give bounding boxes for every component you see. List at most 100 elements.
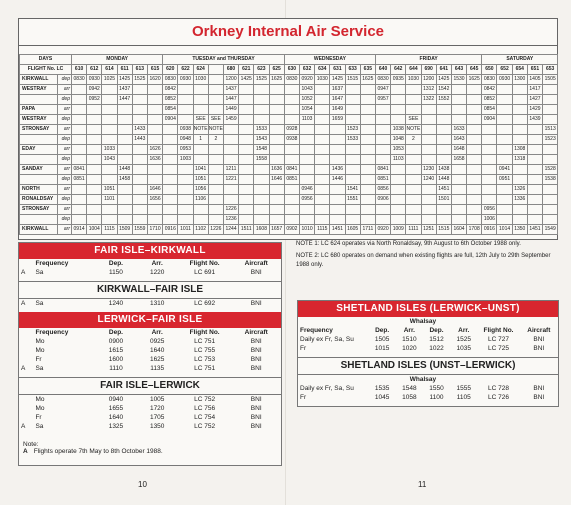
time xyxy=(86,164,103,175)
timetable-row: PAPA arr 0854 1449 1054 1649 0854 1429 xyxy=(19,104,559,115)
time: 0852 xyxy=(481,94,498,105)
cell: BNI xyxy=(250,347,262,354)
time xyxy=(359,184,376,195)
time xyxy=(207,214,224,225)
cell: 1600 xyxy=(108,356,124,363)
page-title: Orkney Internal Air Service xyxy=(19,19,557,46)
time: 1625 xyxy=(466,74,483,85)
time xyxy=(420,104,437,115)
time xyxy=(192,154,209,165)
time xyxy=(146,164,164,175)
time: 1552 xyxy=(435,94,452,105)
time: 1513 xyxy=(542,124,559,135)
time xyxy=(329,124,346,135)
time xyxy=(146,104,164,115)
timetable-row: KIRKWALL dep 0830 0930 1025 1425 1525 1620 0830 0… xyxy=(19,74,559,85)
time: 1625 xyxy=(359,74,376,85)
time xyxy=(542,104,559,115)
time: 1533 xyxy=(344,134,361,145)
time: 1115 xyxy=(314,224,331,235)
time xyxy=(131,94,148,105)
time: 1429 xyxy=(526,104,544,115)
cell: BNI xyxy=(533,394,545,401)
time xyxy=(238,144,255,155)
time: 1322 xyxy=(420,94,437,105)
timetable-frame: Orkney Internal Air Service DAYS MONDAY TU… xyxy=(18,18,559,240)
timetable-row: KIRKWALL arr 0914 1004 1115 1509 1559 1710 0916 1… xyxy=(19,224,559,235)
time xyxy=(162,214,179,225)
time xyxy=(359,114,376,125)
time xyxy=(207,194,224,205)
time xyxy=(70,84,88,95)
time xyxy=(420,124,437,135)
time: 1447 xyxy=(222,94,240,105)
time xyxy=(86,144,103,155)
schedule-row: Fr 1015 1020 1022 1035 LC 725 BNI xyxy=(298,344,558,353)
time: 1051 xyxy=(192,174,209,185)
cell xyxy=(19,355,33,364)
time xyxy=(253,94,270,105)
time xyxy=(131,84,148,95)
time xyxy=(283,104,300,115)
cell: 1555 xyxy=(456,385,471,392)
place: NORTH xyxy=(19,184,58,195)
time xyxy=(450,84,468,95)
time xyxy=(146,204,164,215)
time xyxy=(450,184,468,195)
time: 1523 xyxy=(344,124,361,135)
time xyxy=(146,114,164,125)
time xyxy=(466,214,483,225)
arr-dep: dep xyxy=(57,114,72,125)
time: 1509 xyxy=(116,224,133,235)
time xyxy=(344,204,361,215)
time xyxy=(420,154,437,165)
time xyxy=(116,114,133,125)
time: 1438 xyxy=(435,164,452,175)
cell: 1550 xyxy=(429,385,444,392)
time xyxy=(420,214,437,225)
time xyxy=(101,114,118,125)
time xyxy=(405,184,422,195)
flight-number: 635 xyxy=(359,64,376,75)
time xyxy=(298,204,316,215)
time xyxy=(450,194,468,205)
time xyxy=(359,104,376,115)
time xyxy=(511,114,528,125)
blank xyxy=(450,317,558,326)
time xyxy=(238,214,255,225)
time: 1221 xyxy=(222,174,240,185)
time xyxy=(192,214,209,225)
time xyxy=(374,124,392,135)
time: 1657 xyxy=(268,224,285,235)
shetland-panel: SHETLAND ISLES (LERWICK–UNST) Whalsay Freq… xyxy=(297,300,559,407)
timetable-row: dep 1443 0948 1 2 1543 0938 1533 1048 2 1643 1523 xyxy=(19,134,559,145)
time xyxy=(511,164,528,175)
schedule-row: Fr 1600 1625 LC 753 BNI xyxy=(19,355,281,364)
time xyxy=(101,84,118,95)
flight-number: 612 xyxy=(86,64,103,75)
time xyxy=(374,154,392,165)
time xyxy=(374,214,392,225)
cell: 1110 xyxy=(109,365,123,372)
cell: 1640 xyxy=(149,347,165,354)
time xyxy=(238,154,255,165)
cell: 1022 xyxy=(429,345,444,352)
time: 1043 xyxy=(298,84,316,95)
time xyxy=(359,134,376,145)
time: 1511 xyxy=(238,224,255,235)
time xyxy=(496,184,513,195)
time xyxy=(359,174,376,185)
time xyxy=(101,214,118,225)
flights-row: FLIGHT No. LC 610 612 614 611 613 615 620 622 624… xyxy=(19,64,559,75)
schedule-row: A Sa 1240 1310 LC 692 BNI xyxy=(19,299,281,308)
time xyxy=(238,174,255,185)
time xyxy=(511,214,528,225)
time: 1538 xyxy=(542,174,559,185)
page-number: 11 xyxy=(418,480,427,489)
time xyxy=(420,184,437,195)
cell xyxy=(19,395,33,404)
time xyxy=(207,204,224,215)
time xyxy=(526,124,544,135)
time: 1448 xyxy=(435,174,452,185)
time xyxy=(146,134,164,145)
